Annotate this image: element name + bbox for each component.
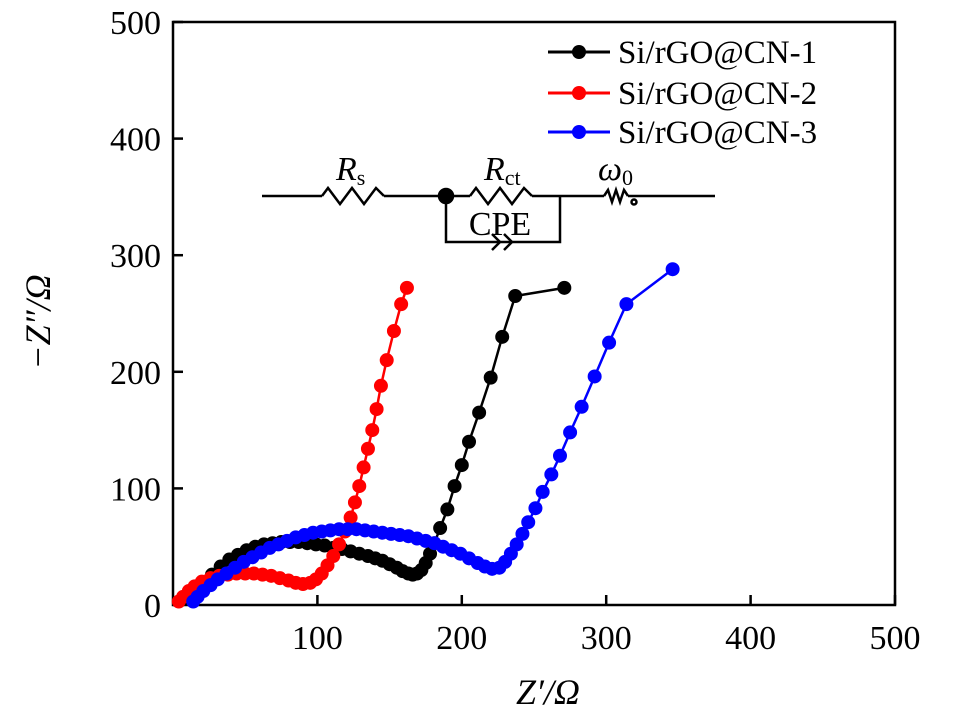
data-point-3 [619, 297, 634, 312]
legend-label-1: Si/rGO@CN-1 [618, 35, 817, 71]
data-point-2 [332, 537, 347, 552]
data-point-1 [557, 280, 572, 295]
plot-frame [171, 20, 897, 607]
y-tick-label: 500 [110, 5, 161, 42]
data-point-2 [386, 323, 401, 338]
data-point-1 [495, 329, 510, 344]
data-point-1 [508, 289, 523, 304]
rct-label-sub: ct [505, 165, 521, 190]
axis-ticks: 100 200 300 400 500 0 100 200 300 400 500 [110, 5, 921, 657]
w0-label-sub: 0 [622, 165, 633, 190]
data-point-2 [326, 549, 341, 564]
y-tick-label: 0 [144, 588, 161, 625]
data-point-3 [587, 369, 602, 384]
data-point-3 [574, 399, 589, 414]
data-point-2 [369, 402, 384, 417]
data-point-3 [665, 262, 680, 277]
x-tick-label: 300 [581, 620, 632, 657]
y-tick-label: 400 [110, 122, 161, 159]
w0-label-main: ω [598, 151, 622, 188]
data-point-2 [356, 460, 371, 475]
data-point-2 [360, 441, 375, 456]
cpe-branch [444, 196, 562, 244]
rs-label-sub: s [357, 165, 366, 190]
data-point-2 [373, 378, 388, 393]
data-point-1 [440, 502, 455, 517]
data-point-2 [365, 423, 380, 438]
data-point-2 [399, 280, 414, 295]
x-axis-title: Z′/Ω [516, 672, 580, 709]
data-point-3 [521, 515, 536, 530]
data-point-3 [509, 537, 524, 552]
data-point-2 [343, 510, 358, 525]
y-axis-title: −Z″/Ω [18, 274, 58, 369]
data-point-3 [544, 467, 559, 482]
cpe-symbol-left [491, 233, 502, 251]
legend-marker-1 [572, 45, 586, 59]
rs-label-main: R [335, 151, 357, 188]
data-point-1 [447, 479, 462, 494]
rct-resistor [469, 185, 533, 207]
w0-label: ω0 [598, 151, 633, 190]
cpe-label: CPE [469, 206, 531, 243]
data-point-2 [347, 495, 362, 510]
data-point-1 [433, 521, 448, 536]
data-point-1 [483, 370, 498, 385]
x-tick-label: 400 [725, 620, 776, 657]
legend-marker-3 [572, 125, 586, 139]
data-point-1 [472, 405, 487, 420]
data-point-3 [563, 425, 578, 440]
data-point-2 [394, 297, 409, 312]
data-point-3 [528, 501, 543, 516]
data-point-3 [602, 335, 617, 350]
x-tick-label: 100 [292, 620, 343, 657]
data-point-1 [462, 434, 477, 449]
cpe-symbol-right [503, 233, 514, 251]
legend-label-3: Si/rGO@CN-3 [618, 115, 817, 151]
rct-label-main: R [483, 151, 505, 188]
legend-label-2: Si/rGO@CN-2 [618, 76, 817, 112]
rs-label: Rs [335, 151, 365, 190]
x-tick-label: 200 [436, 620, 487, 657]
data-point-3 [552, 448, 567, 463]
rs-resistor [321, 185, 385, 207]
data-point-3 [535, 484, 550, 499]
legend-marker-2 [572, 86, 586, 100]
warburg-dot [630, 198, 638, 206]
data-point-2 [352, 479, 367, 494]
series-layer [171, 262, 680, 609]
warburg-element [602, 186, 630, 206]
legend: Si/rGO@CN-1 Si/rGO@CN-2 Si/rGO@CN-3 [548, 35, 817, 151]
y-tick-label: 100 [110, 471, 161, 508]
y-tick-label: 300 [110, 238, 161, 275]
x-tick-label: 500 [870, 620, 921, 657]
data-point-3 [515, 526, 530, 541]
y-tick-label: 200 [110, 355, 161, 392]
equivalent-circuit [262, 185, 715, 251]
rct-label: Rct [483, 151, 521, 190]
data-point-1 [454, 458, 469, 473]
data-point-2 [379, 353, 394, 368]
